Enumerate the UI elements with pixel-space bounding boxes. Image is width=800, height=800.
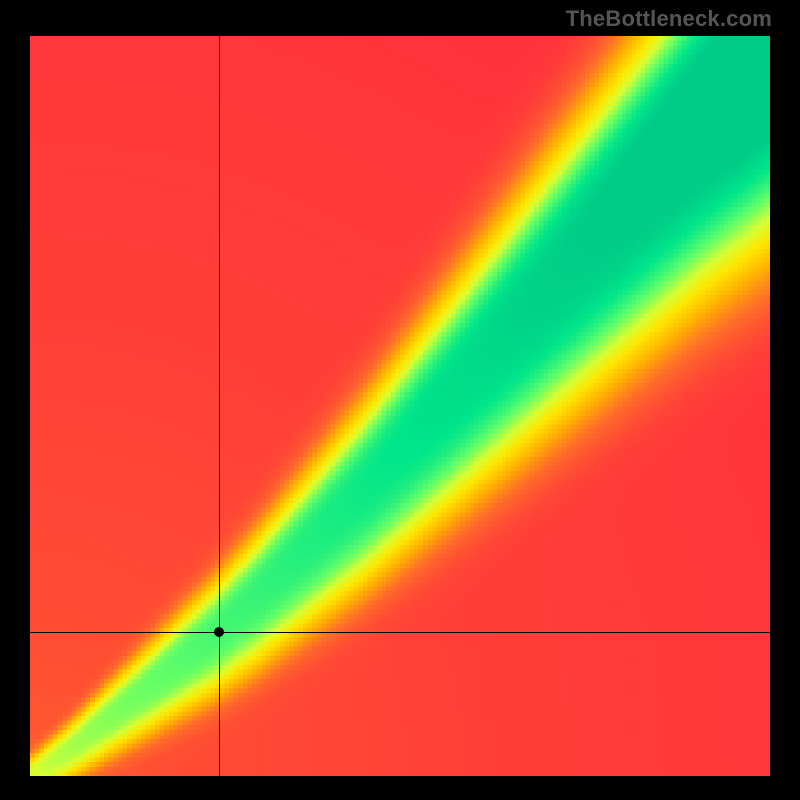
crosshair-vertical — [219, 36, 220, 776]
heatmap-canvas — [30, 36, 770, 776]
attribution-text: TheBottleneck.com — [566, 6, 772, 32]
heatmap-plot — [30, 36, 770, 776]
chart-container: TheBottleneck.com — [0, 0, 800, 800]
marker-dot — [214, 627, 224, 637]
crosshair-horizontal — [30, 632, 770, 633]
